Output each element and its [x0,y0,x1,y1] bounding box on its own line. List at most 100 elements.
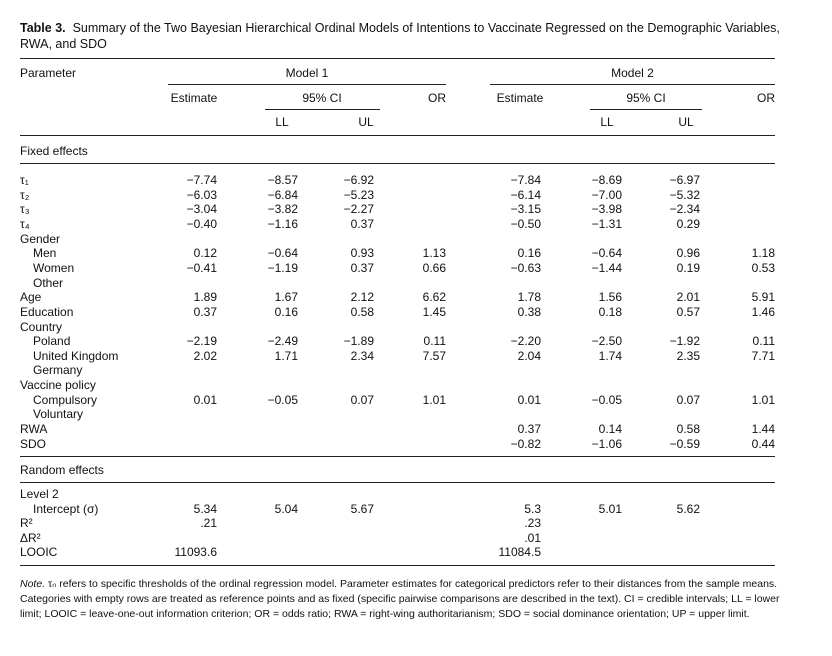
cell-value: 0.37 [350,216,374,231]
row-label: Germany [33,363,83,378]
cell-value: −1.31 [591,216,622,231]
cell-value: 1.67 [274,290,298,305]
cell-value: 0.53 [751,260,775,275]
cell-value: 5.3 [524,501,541,516]
table-caption: Table 3. Summary of the Two Bayesian Hie… [20,20,790,52]
cell-value: −0.40 [186,216,217,231]
cell-value: −2.50 [591,334,622,349]
rule [590,109,702,110]
cell-value: .21 [200,516,217,530]
cell-value: −5.32 [669,187,700,202]
table-number: Table 3. [20,21,66,35]
cell-value: −6.84 [267,187,298,202]
cell-value: −1.16 [267,216,298,231]
row-label: τ₂ [20,187,30,202]
cell-value: −1.89 [343,334,374,349]
row-label: Level 2 [20,487,59,501]
cell-value: 1.45 [422,304,446,319]
cell-value: 2.01 [676,290,700,305]
note-text: τₙ refers to specific thresholds of the … [20,578,780,620]
cell-value: −0.50 [510,216,541,231]
row-label: RWA [20,422,48,437]
cell-value: .01 [524,530,541,545]
column-header: 95% CI [302,91,342,105]
row-label: Vaccine policy [20,378,96,393]
cell-value: 1.56 [598,290,622,305]
cell-value: 0.19 [676,260,700,275]
row-label: τ₄ [20,216,30,231]
cell-value: −1.06 [591,436,622,451]
cell-value: −7.00 [591,187,622,202]
cell-value: 1.78 [517,290,541,305]
cell-value: 2.12 [350,290,374,305]
section-title: Fixed effects [20,144,88,158]
row-label: Men [33,246,57,261]
row-label: SDO [20,436,47,451]
row-label: Age [20,290,42,305]
cell-value: 6.62 [422,290,446,305]
column-header: LL [275,115,289,129]
row-label: Voluntary [33,407,84,422]
cell-value: −3.15 [510,202,541,217]
cell-value: 0.01 [193,392,217,407]
cell-value: −2.34 [669,202,700,217]
cell-value: 5.01 [598,501,622,516]
cell-value: 2.34 [350,348,374,363]
cell-value: 0.96 [676,246,700,261]
cell-value: 0.37 [350,260,374,275]
cell-value: 2.02 [193,348,217,363]
cell-value: 5.91 [751,290,775,305]
rule [20,135,775,136]
column-header: OR [428,91,446,105]
cell-value: −3.82 [267,202,298,217]
cell-value: 0.11 [752,334,775,349]
note-label: Note. [20,578,46,590]
cell-value: 5.67 [350,501,374,516]
cell-value: 7.71 [751,348,775,363]
rule [20,482,775,483]
column-header: LL [600,115,614,129]
row-label: Women [33,260,75,275]
cell-value: 0.14 [598,422,622,437]
row-label: Other [33,275,64,290]
cell-value: −7.74 [186,173,217,187]
cell-value: −0.82 [510,436,541,451]
cell-value: −6.03 [186,187,217,202]
column-header: UL [678,115,694,129]
cell-value: 0.07 [676,392,700,407]
cell-value: −0.05 [591,392,622,407]
cell-value: 1.89 [193,290,217,305]
row-label: United Kingdom [33,348,119,363]
model-header: Model 2 [611,66,654,80]
cell-value: 1.01 [422,392,446,407]
cell-value: −2.27 [343,202,374,217]
cell-value: −5.23 [343,187,374,202]
cell-value: 2.04 [517,348,541,363]
row-label: Poland [33,334,71,349]
cell-value: 11084.5 [498,545,542,559]
column-header: UL [358,115,374,129]
cell-value: 0.37 [193,304,217,319]
cell-value: 0.37 [517,422,541,437]
column-header: Estimate [496,91,544,105]
cell-value: 0.44 [751,436,775,451]
cell-value: 1.13 [422,246,446,261]
cell-value: 5.62 [676,501,700,516]
row-label: R² [20,516,33,530]
cell-value: −0.05 [267,392,298,407]
cell-value: 0.07 [350,392,374,407]
cell-value: 0.93 [350,246,374,261]
column-header: 95% CI [626,91,666,105]
cell-value: 0.57 [676,304,700,319]
row-label: ΔR² [20,530,41,545]
cell-value: −2.49 [267,334,298,349]
row-label: τ₃ [20,202,30,217]
cell-value: −6.92 [343,173,374,187]
cell-value: 1.01 [751,392,775,407]
column-header: Parameter [20,66,77,80]
cell-value: 1.46 [751,304,775,319]
row-label: Country [20,319,63,334]
cell-value: 1.71 [274,348,298,363]
rule [20,58,775,59]
cell-value: .23 [524,516,541,530]
